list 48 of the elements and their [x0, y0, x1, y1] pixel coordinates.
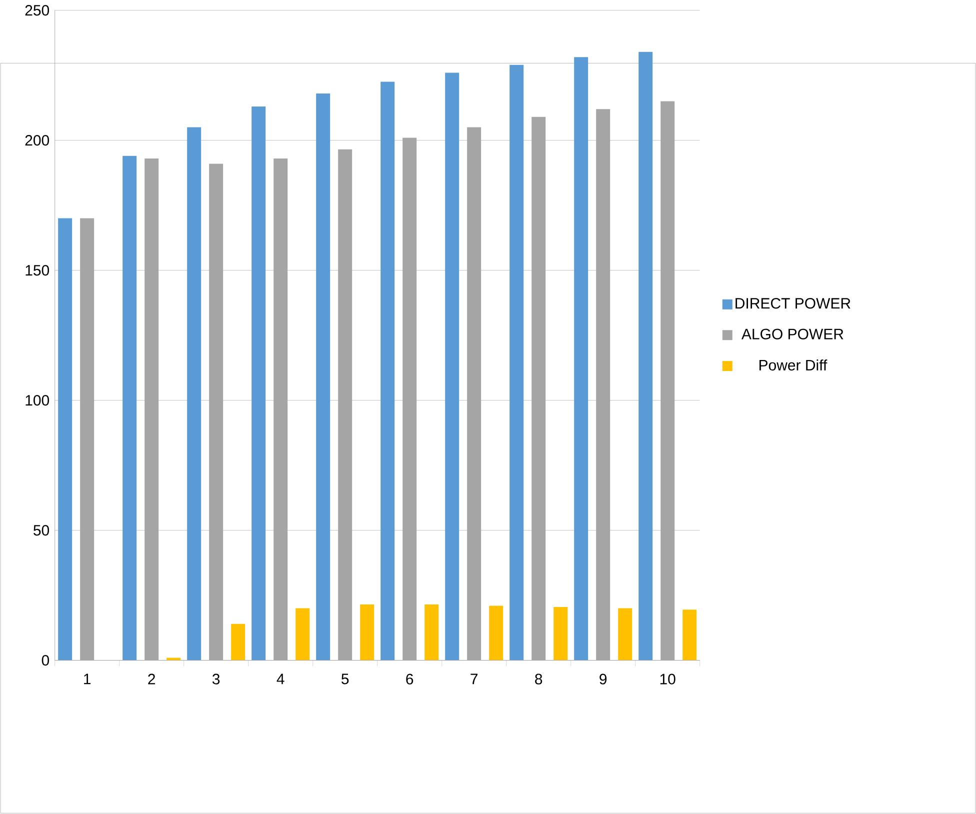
x-tick-label: 8	[535, 674, 542, 685]
bar	[209, 164, 224, 660]
x-tick-label: 3	[212, 674, 220, 685]
x-tick-label: 1	[84, 674, 91, 684]
bar	[574, 57, 588, 660]
bar	[660, 101, 675, 660]
bar	[274, 158, 288, 660]
bar	[596, 109, 610, 660]
bar	[252, 106, 266, 660]
bar	[316, 94, 330, 660]
bar	[532, 117, 546, 660]
bar	[122, 156, 137, 660]
bar	[166, 658, 181, 660]
bar	[445, 72, 460, 660]
y-tick-label: 200	[25, 135, 50, 146]
y-tick-label: 100	[26, 395, 50, 406]
bar	[638, 52, 653, 660]
bar	[510, 65, 524, 660]
bar	[144, 158, 159, 660]
bar	[489, 606, 504, 660]
legend-label: Power Diff	[759, 360, 828, 371]
bar	[296, 608, 310, 660]
bar	[618, 608, 632, 660]
bar	[58, 218, 72, 660]
y-tick-label: 50	[34, 525, 50, 536]
bar	[467, 127, 482, 660]
bar	[554, 607, 568, 660]
x-tick-label: 10	[660, 674, 676, 685]
y-tick-label: 0	[42, 655, 50, 666]
y-tick-label: 150	[26, 265, 50, 276]
bar	[338, 150, 352, 660]
bar	[402, 138, 417, 660]
bar	[424, 604, 439, 660]
bar	[231, 624, 246, 660]
x-tick-label: 4	[276, 674, 284, 684]
bar	[80, 218, 94, 660]
bar	[187, 127, 202, 660]
x-tick-label: 2	[148, 674, 155, 684]
x-tick-label: 7	[470, 674, 478, 684]
x-tick-label: 9	[600, 674, 607, 685]
legend-label: DIRECT POWER	[736, 298, 850, 309]
x-tick-label: 6	[406, 674, 414, 685]
bar	[360, 604, 374, 660]
bar	[682, 610, 697, 660]
x-tick-label: 5	[342, 674, 349, 684]
bar	[380, 82, 395, 660]
legend-label: ALGO POWER	[741, 328, 844, 340]
y-tick-label: 250	[25, 5, 50, 16]
